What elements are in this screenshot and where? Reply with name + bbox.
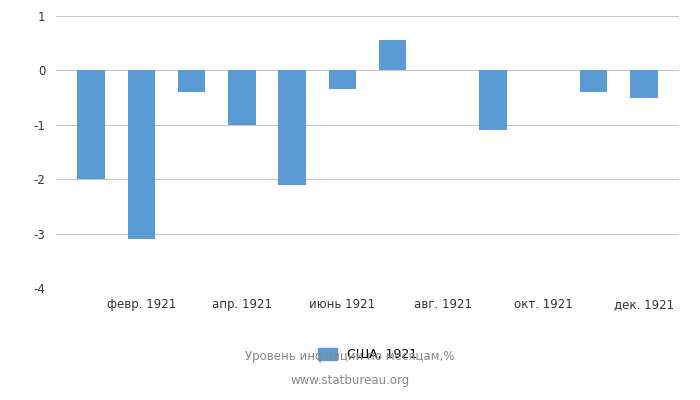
Bar bbox=[78, 70, 105, 179]
Bar bbox=[379, 40, 407, 70]
Text: www.statbureau.org: www.statbureau.org bbox=[290, 374, 410, 387]
Bar bbox=[279, 70, 306, 185]
Bar bbox=[178, 70, 206, 92]
Bar bbox=[228, 70, 256, 125]
Bar bbox=[127, 70, 155, 239]
Legend: США, 1921: США, 1921 bbox=[313, 343, 422, 366]
Bar bbox=[328, 70, 356, 90]
Text: Уровень инфляции по месяцам,%: Уровень инфляции по месяцам,% bbox=[245, 350, 455, 363]
Bar bbox=[580, 70, 608, 92]
Bar bbox=[480, 70, 507, 130]
Bar bbox=[630, 70, 657, 98]
